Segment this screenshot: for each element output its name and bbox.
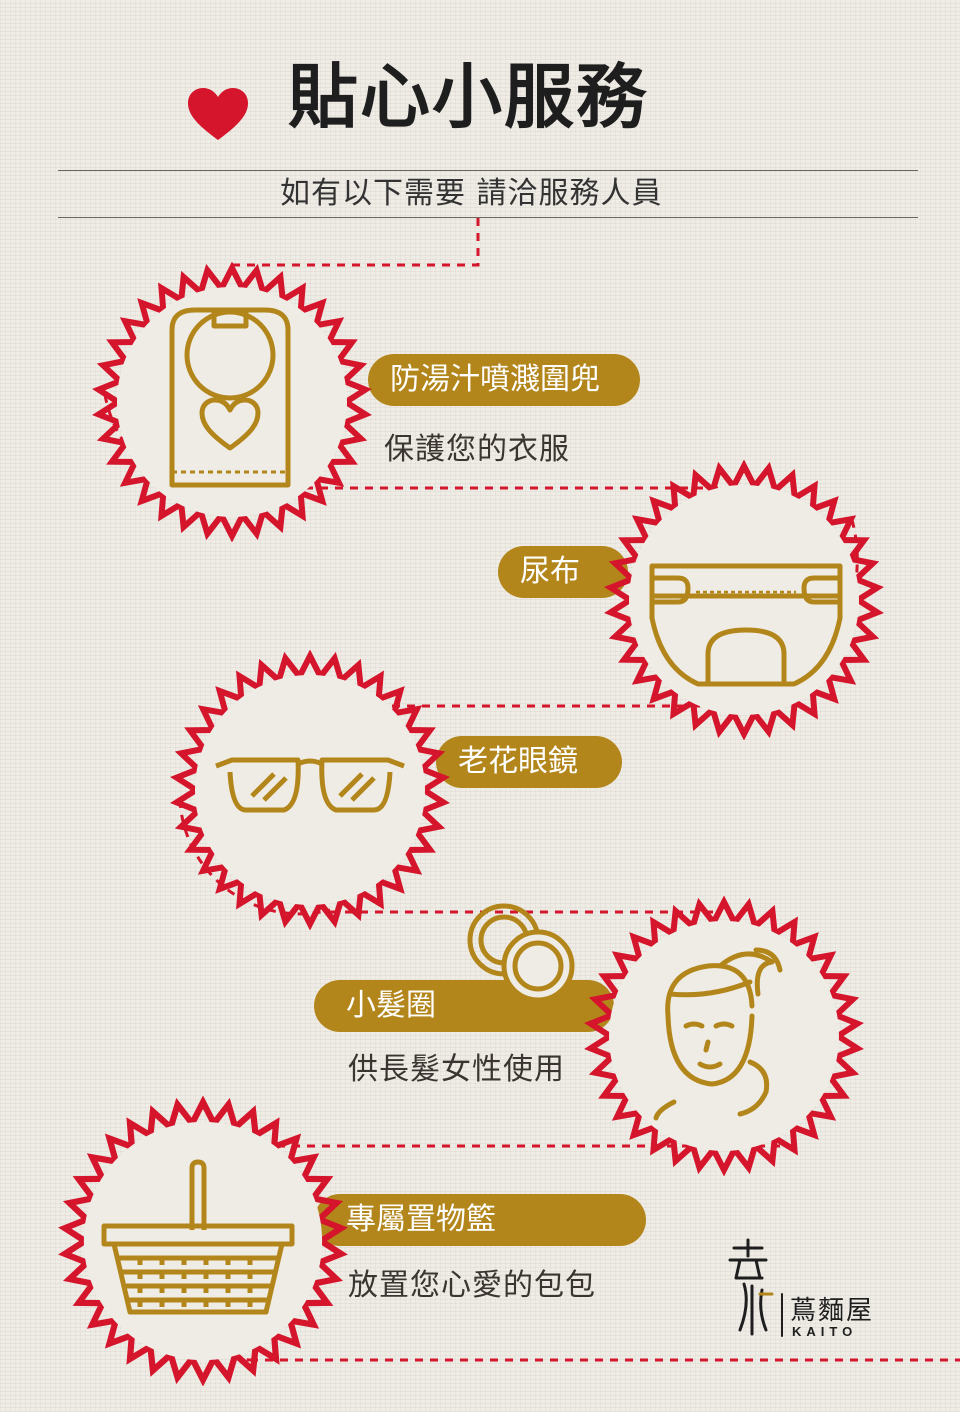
- service-label-basket: 專屬置物籃: [314, 1194, 646, 1246]
- diaper-icon: [649, 563, 843, 687]
- header-divider-top: [58, 170, 918, 171]
- kaito-logo: [728, 1238, 783, 1337]
- page-subtitle: 如有以下需要 請洽服務人員: [280, 176, 663, 211]
- hair-tie-icon: [467, 903, 575, 1003]
- brand-name: 蔦麵屋: [790, 1296, 875, 1326]
- brand-english-name: KAITO: [792, 1324, 858, 1339]
- service-label-bib: 防湯汁噴濺圍兜: [368, 354, 640, 406]
- woman-face-icon: [653, 947, 783, 1121]
- service-label-diaper: 尿布: [498, 546, 628, 598]
- service-description-bib: 保護您的衣服: [384, 432, 570, 467]
- page-title: 貼心小服務: [288, 56, 648, 138]
- basket-icon: [101, 1159, 295, 1315]
- service-description-basket: 放置您心愛的包包: [348, 1268, 596, 1303]
- zigzag-badge: [170, 650, 450, 930]
- service-description-hair-tie: 供長髮女性使用: [348, 1052, 565, 1087]
- header-divider-bottom: [58, 217, 918, 218]
- service-label-glasses: 老花眼鏡: [436, 736, 622, 788]
- zigzag-badge: [584, 896, 864, 1176]
- bib-icon: [169, 307, 291, 488]
- zigzag-badge: [604, 460, 884, 740]
- glasses-icon: [215, 757, 405, 813]
- heart-icon: [188, 88, 248, 140]
